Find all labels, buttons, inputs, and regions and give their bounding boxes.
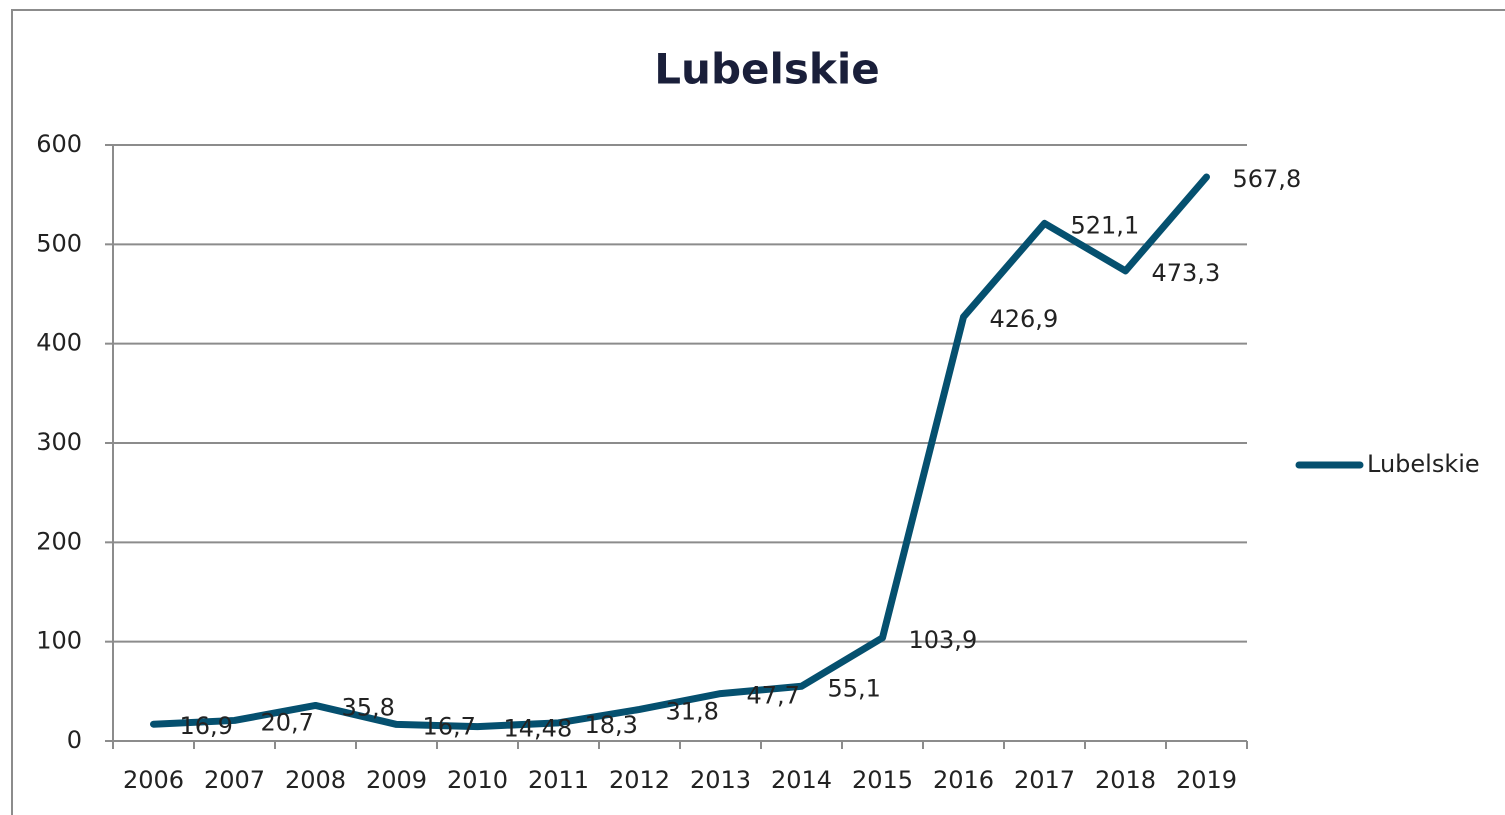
data-label: 35,8 [342,693,395,721]
x-tick-label: 2006 [123,766,184,794]
data-label: 567,8 [1233,165,1302,193]
x-tick-label: 2014 [771,766,832,794]
y-tick-label: 400 [36,329,82,357]
x-tick-label: 2009 [366,766,427,794]
data-label: 31,8 [666,697,719,725]
data-label: 103,9 [909,626,978,654]
y-tick-label: 300 [36,428,82,456]
x-tick-label: 2017 [1014,766,1075,794]
data-label: 20,7 [261,708,314,736]
data-label: 47,7 [747,682,800,710]
x-tick-label: 2007 [204,766,265,794]
data-label: 521,1 [1071,211,1140,239]
chart-border [11,9,1505,815]
y-tick-label: 200 [36,527,82,555]
data-label: 473,3 [1152,259,1221,287]
data-label: 18,3 [585,711,638,739]
x-tick-label: 2015 [852,766,913,794]
data-label: 55,1 [828,674,881,702]
chart-title: Lubelskie [654,45,879,94]
x-tick-label: 2019 [1176,766,1237,794]
y-tick-label: 500 [36,229,82,257]
x-tick-label: 2011 [528,766,589,794]
data-label: 16,7 [423,712,476,740]
legend-label: Lubelskie [1367,450,1480,478]
x-tick-label: 2010 [447,766,508,794]
data-label: 16,9 [180,712,233,740]
y-tick-label: 100 [36,627,82,655]
x-tick-label: 2013 [690,766,751,794]
y-tick-label: 0 [67,726,82,754]
data-label: 14,48 [504,715,573,743]
data-label: 426,9 [990,305,1059,333]
x-tick-label: 2016 [933,766,994,794]
y-tick-label: 600 [36,130,82,158]
x-tick-label: 2018 [1095,766,1156,794]
x-tick-label: 2012 [609,766,670,794]
x-tick-label: 2008 [285,766,346,794]
data-line [150,173,1210,731]
